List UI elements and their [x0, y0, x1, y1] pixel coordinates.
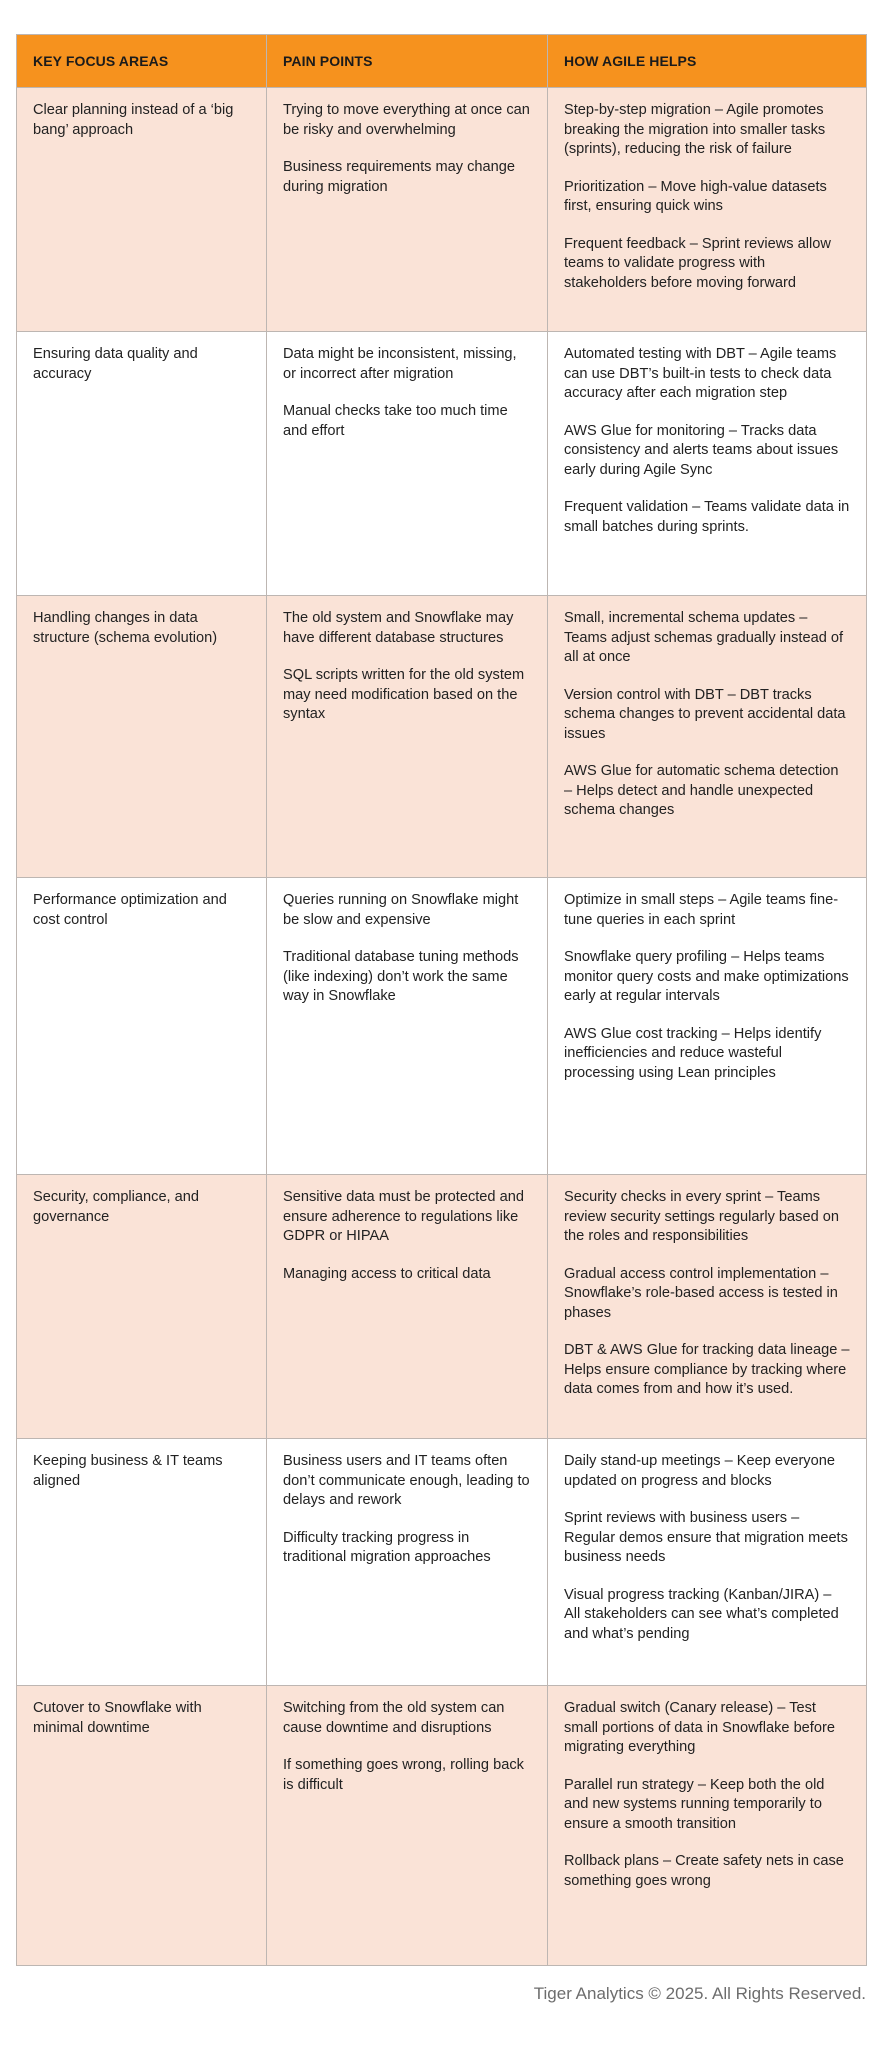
agile-help-text: Step-by-step migration – Agile promotes …	[564, 102, 826, 157]
agile-helps-cell: Step-by-step migration – Agile promotes …	[547, 87, 867, 332]
agile-help-text: Optimize in small steps – Agile teams fi…	[564, 892, 839, 928]
agile-help-text: Snowflake query profiling – Helps teams …	[564, 949, 849, 1004]
pain-points-cell: Switching from the old system can cause …	[266, 1685, 548, 1966]
agile-help-text: Security checks in every sprint – Teams …	[564, 1189, 839, 1244]
table-row: Performance optimization and cost contro…	[16, 877, 867, 1175]
focus-area-text: Keeping business & IT teams aligned	[33, 1453, 223, 1489]
agile-helps-cell: Daily stand-up meetings – Keep everyone …	[547, 1438, 867, 1686]
focus-area-text: Ensuring data quality and accuracy	[33, 346, 198, 382]
agile-help-text: Visual progress tracking (Kanban/JIRA) –…	[564, 1586, 839, 1642]
pain-point-text: Switching from the old system can cause …	[283, 1700, 505, 1736]
pain-point-text: Trying to move everything at once can be…	[283, 102, 530, 138]
table-row: Clear planning instead of a ‘big bang’ a…	[16, 87, 867, 332]
pain-points-cell: The old system and Snowflake may have di…	[266, 595, 548, 878]
focus-area-cell: Ensuring data quality and accuracy	[16, 331, 267, 596]
agile-helps-cell: Optimize in small steps – Agile teams fi…	[547, 877, 867, 1175]
header-pain-points: PAIN POINTS	[266, 34, 548, 88]
agile-help-text: AWS Glue for monitoring – Tracks data co…	[564, 422, 839, 478]
pain-point-text: Managing access to critical data	[283, 1265, 491, 1282]
pain-points-cell: Data might be inconsistent, missing, or …	[266, 331, 548, 596]
agile-helps-cell: Automated testing with DBT – Agile teams…	[547, 331, 867, 596]
header-key-focus-areas: KEY FOCUS AREAS	[16, 34, 267, 88]
agile-helps-cell: Small, incremental schema updates – Team…	[547, 595, 867, 878]
agile-help-text: Frequent validation – Teams validate dat…	[564, 499, 850, 535]
focus-area-cell: Handling changes in data structure (sche…	[16, 595, 267, 878]
agile-help-text: Parallel run strategy – Keep both the ol…	[564, 1776, 825, 1832]
pain-point-text: If something goes wrong, rolling back is…	[283, 1757, 524, 1793]
pain-points-cell: Sensitive data must be protected and ens…	[266, 1174, 548, 1439]
agile-help-text: Automated testing with DBT – Agile teams…	[564, 346, 837, 401]
pain-point-text: The old system and Snowflake may have di…	[283, 610, 514, 646]
agile-help-text: Frequent feedback – Sprint reviews allow…	[564, 235, 831, 291]
header-how-agile-helps: HOW AGILE HELPS	[547, 34, 867, 88]
pain-points-cell: Trying to move everything at once can be…	[266, 87, 548, 332]
focus-area-text: Security, compliance, and governance	[33, 1189, 200, 1225]
agile-help-text: Rollback plans – Create safety nets in c…	[564, 1853, 844, 1889]
agile-help-text: Version control with DBT – DBT tracks sc…	[564, 686, 846, 742]
copyright-footer: Tiger Analytics © 2025. All Rights Reser…	[533, 1984, 866, 2003]
focus-area-text: Handling changes in data structure (sche…	[33, 610, 218, 646]
pain-points-cell: Queries running on Snowflake might be sl…	[266, 877, 548, 1175]
agile-help-text: DBT & AWS Glue for tracking data lineage…	[564, 1342, 850, 1397]
focus-area-cell: Performance optimization and cost contro…	[16, 877, 267, 1175]
agile-helps-cell: Gradual switch (Canary release) – Test s…	[547, 1685, 867, 1966]
pain-point-text: Business users and IT teams often don’t …	[283, 1453, 530, 1508]
pain-point-text: Traditional database tuning methods (lik…	[283, 949, 519, 1004]
focus-area-text: Clear planning instead of a ‘big bang’ a…	[33, 102, 234, 138]
pain-point-text: Data might be inconsistent, missing, or …	[283, 346, 517, 382]
focus-area-cell: Clear planning instead of a ‘big bang’ a…	[16, 87, 267, 332]
table-row: Security, compliance, and governance Sens…	[16, 1174, 867, 1439]
agile-help-text: Daily stand-up meetings – Keep everyone …	[564, 1453, 835, 1489]
agile-help-text: AWS Glue for automatic schema detection …	[564, 763, 839, 818]
table-row: Handling changes in data structure (sche…	[16, 595, 867, 878]
pain-point-text: Manual checks take too much time and eff…	[283, 403, 508, 439]
agile-help-text: Gradual access control implementation – …	[564, 1265, 838, 1321]
focus-area-text: Cutover to Snowflake with minimal downti…	[33, 1700, 202, 1736]
focus-area-cell: Keeping business & IT teams aligned	[16, 1438, 267, 1686]
pain-point-text: Sensitive data must be protected and ens…	[283, 1189, 524, 1244]
table-row: Ensuring data quality and accuracy Data m…	[16, 331, 867, 596]
table-header-row: KEY FOCUS AREAS PAIN POINTS HOW AGILE HE…	[16, 34, 867, 88]
table-row: Cutover to Snowflake with minimal downti…	[16, 1685, 867, 1966]
table-row: Keeping business & IT teams aligned Busin…	[16, 1438, 867, 1686]
agile-migration-table: KEY FOCUS AREAS PAIN POINTS HOW AGILE HE…	[16, 34, 867, 1966]
pain-point-text: SQL scripts written for the old system m…	[283, 667, 525, 722]
agile-help-text: Prioritization – Move high-value dataset…	[564, 178, 827, 215]
agile-help-text: Gradual switch (Canary release) – Test s…	[564, 1700, 835, 1755]
pain-point-text: Difficulty tracking progress in traditio…	[283, 1529, 491, 1566]
focus-area-cell: Security, compliance, and governance	[16, 1174, 267, 1439]
agile-helps-cell: Security checks in every sprint – Teams …	[547, 1174, 867, 1439]
pain-points-cell: Business users and IT teams often don’t …	[266, 1438, 548, 1686]
agile-help-text: AWS Glue cost tracking – Helps identify …	[564, 1025, 822, 1081]
agile-help-text: Small, incremental schema updates – Team…	[564, 610, 844, 665]
focus-area-text: Performance optimization and cost contro…	[33, 892, 227, 928]
focus-area-cell: Cutover to Snowflake with minimal downti…	[16, 1685, 267, 1966]
pain-point-text: Queries running on Snowflake might be sl…	[283, 892, 519, 928]
pain-point-text: Business requirements may change during …	[283, 159, 515, 195]
agile-help-text: Sprint reviews with business users – Reg…	[564, 1510, 848, 1565]
